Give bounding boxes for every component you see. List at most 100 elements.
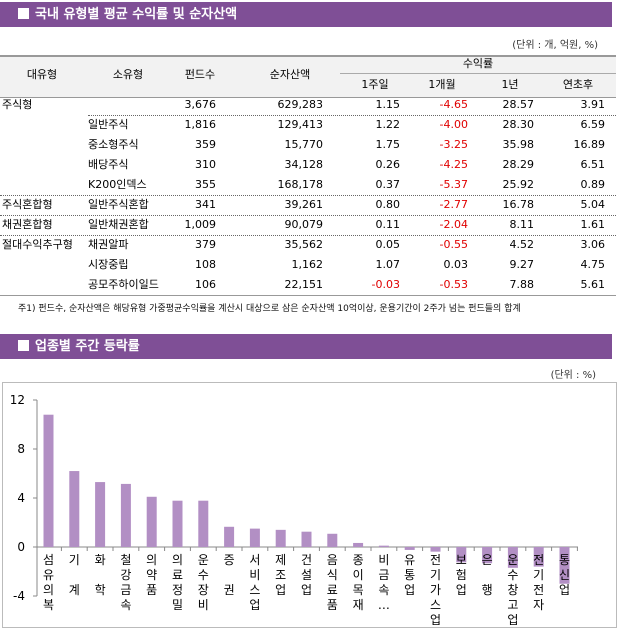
cell-y1: 9.27 xyxy=(509,258,535,271)
cell-funds: 108 xyxy=(195,258,216,271)
bar xyxy=(172,500,183,547)
cell-m1: -2.77 xyxy=(439,198,468,211)
bar xyxy=(249,528,260,547)
cell-y1: 4.52 xyxy=(509,238,535,251)
bar xyxy=(224,526,235,547)
col-header-assets: 순자산액 xyxy=(269,68,311,81)
divider xyxy=(0,215,616,216)
bar xyxy=(120,483,131,547)
cell-ytd: 5.61 xyxy=(580,278,606,291)
cell-y1: 16.78 xyxy=(502,198,535,211)
bar xyxy=(430,547,441,552)
square-bullet-icon xyxy=(18,8,29,19)
cell-assets: 1,162 xyxy=(291,258,324,271)
divider xyxy=(0,195,616,196)
cell-funds: 341 xyxy=(195,198,216,211)
y-tick-label: 0 xyxy=(17,540,25,554)
cell-m1: -4.00 xyxy=(439,118,468,131)
x-tick-label: 증 권 xyxy=(224,553,235,597)
cell-y1: 35.98 xyxy=(502,138,535,151)
cell-minor: K200인덱스 xyxy=(88,178,147,191)
cell-w1: 1.07 xyxy=(375,258,401,271)
section-title: 국내 유형별 평균 수익률 및 순자산액 xyxy=(35,7,238,22)
cell-ytd: 6.51 xyxy=(580,158,606,171)
section-title: 업종별 주간 등락률 xyxy=(35,339,140,354)
cell-ytd: 5.04 xyxy=(580,198,606,211)
unit-label: (단위 : %) xyxy=(550,370,596,381)
bar xyxy=(301,531,312,547)
cell-y1: 28.30 xyxy=(502,118,535,131)
cell-ytd: 3.06 xyxy=(580,238,606,251)
cell-w1: 0.11 xyxy=(375,218,401,231)
col-header-funds: 펀드수 xyxy=(184,68,216,81)
bar xyxy=(43,414,54,547)
cell-assets: 629,283 xyxy=(277,98,324,111)
col-header-major: 대유형 xyxy=(26,68,58,81)
cell-assets: 129,413 xyxy=(277,118,324,131)
bar xyxy=(275,529,286,547)
cell-y1: 25.92 xyxy=(502,178,535,191)
col-header-ytd: 연초후 xyxy=(562,78,594,91)
cell-major: 채권혼합형 xyxy=(2,218,53,231)
bar xyxy=(198,500,209,547)
cell-minor: 시장중립 xyxy=(88,258,129,271)
divider xyxy=(0,235,616,236)
cell-assets: 90,079 xyxy=(284,218,324,231)
cell-w1: -0.03 xyxy=(371,278,400,291)
col-header-returns: 수익률 xyxy=(462,57,494,70)
col-header-1y: 1년 xyxy=(501,78,519,91)
bar xyxy=(378,545,389,547)
cell-ytd: 6.59 xyxy=(580,118,606,131)
divider xyxy=(340,73,616,74)
chart-svg: 12 8 4 0 -4 섬 유 의 복 기 계 화 학 철 강 금 속 의 약 품 의 료 정 밀 운 수 장 비 증 권 서 비 스 업 제… xyxy=(10,393,578,627)
bar xyxy=(404,547,415,550)
bar xyxy=(327,533,338,547)
cell-funds: 3,676 xyxy=(184,98,217,111)
x-tick-label: 비 금 속… xyxy=(378,553,390,612)
cell-m1: -0.55 xyxy=(439,238,468,251)
unit-label: (단위 : 개, 억원, %) xyxy=(512,40,598,51)
cell-m1: -3.25 xyxy=(439,138,468,151)
cell-funds: 106 xyxy=(195,278,216,291)
col-header-1w: 1주일 xyxy=(361,78,389,91)
section-header-fund-returns: 국내 유형별 평균 수익률 및 순자산액 xyxy=(0,2,612,27)
cell-minor: 일반주식 xyxy=(88,118,129,131)
cell-minor: 일반주식혼합 xyxy=(88,198,149,211)
cell-y1: 7.88 xyxy=(509,278,535,291)
cell-m1: -4.65 xyxy=(439,98,468,111)
bar xyxy=(456,547,467,563)
bar xyxy=(69,471,80,547)
cell-funds: 310 xyxy=(195,158,216,171)
bar xyxy=(507,547,518,568)
bar xyxy=(533,547,544,567)
footnote: 주1) 펀드수, 순자산액은 해당유형 가중평균수익률을 계산시 대상으로 삼은… xyxy=(18,304,521,314)
bar xyxy=(146,496,157,547)
cell-funds: 379 xyxy=(195,238,216,251)
cell-m1: 0.03 xyxy=(443,258,469,271)
cell-ytd: 3.91 xyxy=(580,98,606,111)
divider xyxy=(88,115,616,116)
cell-funds: 1,009 xyxy=(184,218,217,231)
cell-minor: 공모주하이일드 xyxy=(88,278,159,291)
cell-w1: 0.05 xyxy=(375,238,401,251)
cell-m1: -0.53 xyxy=(439,278,468,291)
y-tick-label: 8 xyxy=(17,442,25,456)
x-tick-label: 은 행 xyxy=(482,553,493,597)
cell-w1: 0.80 xyxy=(375,198,401,211)
cell-ytd: 16.89 xyxy=(573,138,606,151)
cell-w1: 0.26 xyxy=(375,158,401,171)
cell-w1: 1.15 xyxy=(375,98,401,111)
cell-assets: 39,261 xyxy=(284,198,324,211)
bar xyxy=(95,482,106,547)
cell-assets: 34,128 xyxy=(284,158,324,171)
